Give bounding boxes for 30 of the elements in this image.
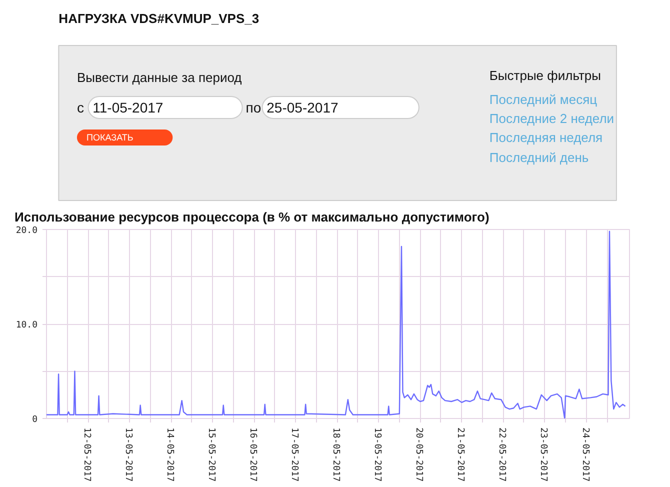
y-tick-label: 10.0 <box>16 320 38 330</box>
text: с <box>76 100 84 116</box>
y-tick-label: 0 <box>32 415 38 425</box>
text: Последний день <box>489 150 589 165</box>
text: Быстрые фильтры <box>489 68 601 83</box>
x-tick-label: 22-05-2017 <box>496 428 507 482</box>
text: 11-05-2017 <box>92 100 164 116</box>
text: Последний месяц <box>489 92 598 107</box>
chart-title: Использование ресурсов процессора (в % от максимально допустимого) <box>14 210 490 224</box>
text: по <box>246 100 262 116</box>
x-tick-label: 15-05-2017 <box>206 428 216 482</box>
text: Последние 2 недели <box>489 111 614 126</box>
x-tick-label: 19-05-2017 <box>372 428 382 482</box>
x-tick-label: 12-05-2017 <box>82 428 92 482</box>
x-tick-label: 21-05-2017 <box>455 428 466 482</box>
x-tick-label: 13-05-2017 <box>123 428 134 482</box>
x-tick-label: 14-05-2017 <box>164 428 175 482</box>
x-tick-label: 16-05-2017 <box>248 428 258 482</box>
y-tick-label: 20.0 <box>16 226 38 236</box>
text: НАГРУЗКА VDS#KVMUP_VPS_3 <box>58 11 260 26</box>
text: Вывести данные за период <box>76 70 242 85</box>
line-series <box>46 230 626 418</box>
text: Последняя неделя <box>489 130 603 145</box>
text: ПОКАЗАТЬ <box>86 132 134 142</box>
x-tick-label: 24-05-2017 <box>580 428 590 482</box>
x-tick-label: 17-05-2017 <box>289 428 300 482</box>
x-tick-label: 18-05-2017 <box>330 428 341 482</box>
x-tick-label: 20-05-2017 <box>414 428 424 482</box>
x-tick-label: 23-05-2017 <box>538 428 548 482</box>
text: 25-05-2017 <box>266 100 338 116</box>
